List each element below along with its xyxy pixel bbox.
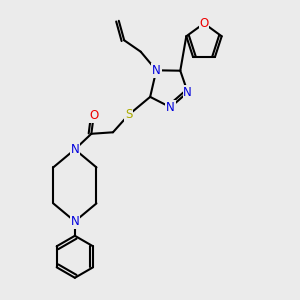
Text: N: N [183,86,192,99]
Text: N: N [152,64,161,77]
Text: O: O [89,109,98,122]
Text: N: N [166,101,175,114]
Text: S: S [125,108,132,122]
Text: N: N [70,143,79,156]
Text: N: N [70,215,79,228]
Text: O: O [200,17,208,30]
